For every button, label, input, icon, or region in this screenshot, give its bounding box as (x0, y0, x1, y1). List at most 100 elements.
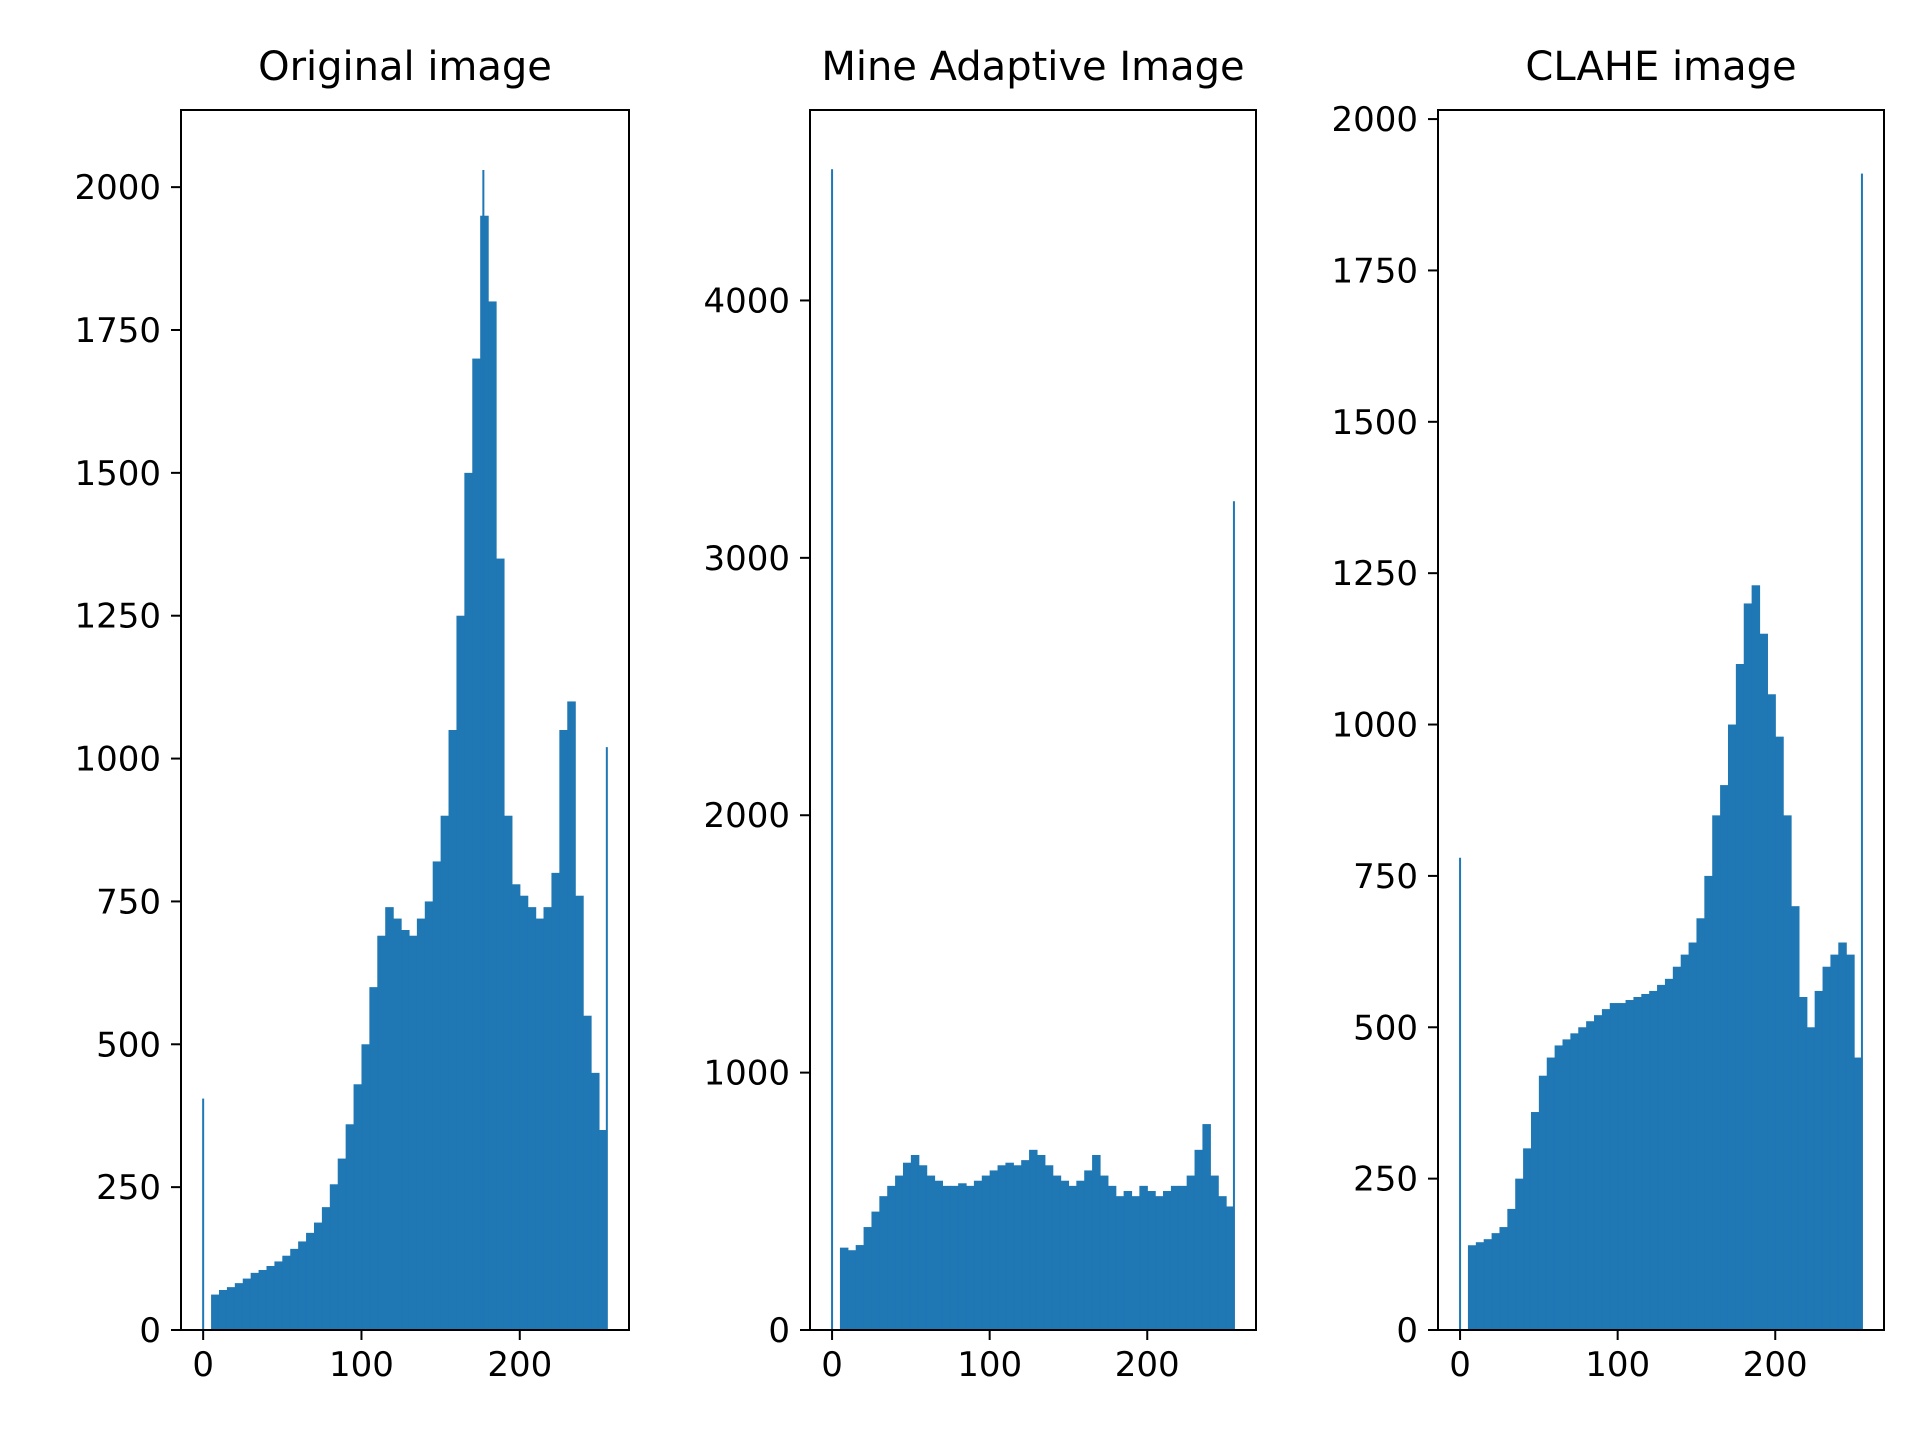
histogram-bar (535, 918, 545, 1330)
histogram-bar (1594, 1015, 1603, 1330)
chart-title-mine-adaptive: Mine Adaptive Image (821, 44, 1244, 90)
histogram-bar (1068, 1185, 1077, 1330)
histogram-bar (1530, 1112, 1540, 1330)
y-tick-label: 1750 (1331, 251, 1418, 291)
histogram-bar (258, 1270, 268, 1330)
histogram-bar (1688, 942, 1698, 1330)
histogram-bar (879, 1196, 888, 1330)
histogram-bar (1459, 857, 1462, 1330)
histogram-bar (456, 615, 465, 1330)
histogram-bar (1672, 966, 1682, 1330)
histogram-bar (1798, 997, 1808, 1330)
histogram-bar (1649, 990, 1658, 1330)
histogram-bar (847, 1250, 857, 1330)
histogram-bar (1562, 1039, 1571, 1330)
histogram-bar (488, 301, 497, 1331)
histogram-bar (218, 1290, 228, 1330)
y-tick-label: 4000 (703, 281, 790, 321)
histogram-bar (1791, 906, 1800, 1330)
x-tick-label: 0 (821, 1345, 843, 1385)
histogram-bar (1625, 1000, 1635, 1330)
histogram-bar (337, 1158, 347, 1330)
histogram-bar (1163, 1191, 1172, 1330)
y-tick-label: 250 (1353, 1160, 1418, 1200)
y-tick-label: 2000 (703, 796, 790, 836)
histogram-bar (1170, 1185, 1180, 1330)
histogram-bar (1664, 978, 1674, 1330)
histogram-bar (839, 1247, 849, 1330)
histogram-bar (1044, 1165, 1054, 1330)
histogram-bar (1147, 1191, 1156, 1330)
subplot-clahe: 0 100 200025050075010001250150017502000CLA… (1331, 44, 1885, 1385)
histogram-bar (1641, 993, 1650, 1330)
x-tick-label: 100 (957, 1345, 1022, 1385)
y-tick-label: 500 (96, 1025, 161, 1065)
histogram-bar (551, 872, 560, 1330)
x-tick-label: 100 (1585, 1345, 1650, 1385)
y-tick-label: 1500 (1331, 403, 1418, 443)
histogram-bar (831, 169, 834, 1331)
histogram-bar (527, 907, 537, 1330)
histogram-bar (1546, 1057, 1556, 1330)
histogram-bar (1139, 1185, 1148, 1330)
histogram-bar (448, 730, 458, 1330)
y-tick-label: 1250 (1331, 554, 1418, 594)
histogram-bar (1232, 501, 1235, 1331)
x-tick-label: 100 (329, 1345, 394, 1385)
histogram-bar (1218, 1196, 1227, 1330)
histogram-bar (942, 1185, 951, 1330)
histogram-bar (377, 935, 386, 1330)
chart-title-original: Original image (258, 44, 552, 90)
histogram-bar (1712, 815, 1721, 1330)
histogram-bar (202, 1098, 205, 1330)
histogram-bar (306, 1232, 315, 1330)
y-tick-label: 0 (139, 1311, 161, 1351)
histogram-bar (598, 1130, 608, 1330)
x-tick-label: 0 (1449, 1345, 1471, 1385)
histogram-bar (1854, 1057, 1863, 1330)
histogram-bar (361, 1044, 370, 1330)
histogram-bar (895, 1175, 904, 1330)
histogram-bar (1507, 1208, 1516, 1330)
histogram-bar (226, 1287, 236, 1330)
histogram-bar (583, 1015, 592, 1330)
histogram-bar (482, 170, 485, 1330)
histogram-bar (1830, 954, 1839, 1330)
histogram-bar (401, 930, 410, 1330)
histogram-bar (1060, 1180, 1070, 1330)
histogram-bar (1052, 1175, 1062, 1330)
histogram-bar (1194, 1149, 1204, 1330)
histogram-bar (266, 1266, 275, 1330)
histogram-bar (1775, 736, 1784, 1330)
histogram-bar (1538, 1075, 1548, 1330)
histogram-bar (591, 1072, 600, 1330)
histogram-bar (1123, 1191, 1133, 1330)
histogram-bar (1115, 1196, 1125, 1330)
y-tick-label: 750 (1353, 857, 1418, 897)
histogram-bar (234, 1283, 244, 1330)
histogram-bar (559, 730, 568, 1330)
histogram-bar (298, 1241, 307, 1330)
histogram-bar (503, 815, 513, 1330)
subplot-original: 0 100 200025050075010001250150017502000Ori… (74, 44, 630, 1385)
histogram-bar (511, 884, 521, 1330)
histogram-bar (1720, 785, 1729, 1330)
histogram-bar (385, 907, 394, 1330)
histogram-bar (1186, 1175, 1196, 1330)
histogram-bar (1743, 603, 1753, 1330)
y-tick-label: 1000 (703, 1054, 790, 1094)
histogram-bar (1202, 1124, 1211, 1330)
histogram-bar (1680, 954, 1690, 1330)
x-tick-label: 0 (192, 1345, 214, 1385)
histogram-bar (440, 815, 450, 1330)
histogram-bar (1013, 1165, 1022, 1330)
histogram-bar (1586, 1021, 1595, 1330)
y-tick-label: 1250 (74, 597, 161, 637)
y-tick-label: 1000 (74, 740, 161, 780)
histogram-bar (1806, 1027, 1816, 1330)
histogram-bar (1515, 1178, 1524, 1330)
histogram-bar (329, 1184, 339, 1330)
